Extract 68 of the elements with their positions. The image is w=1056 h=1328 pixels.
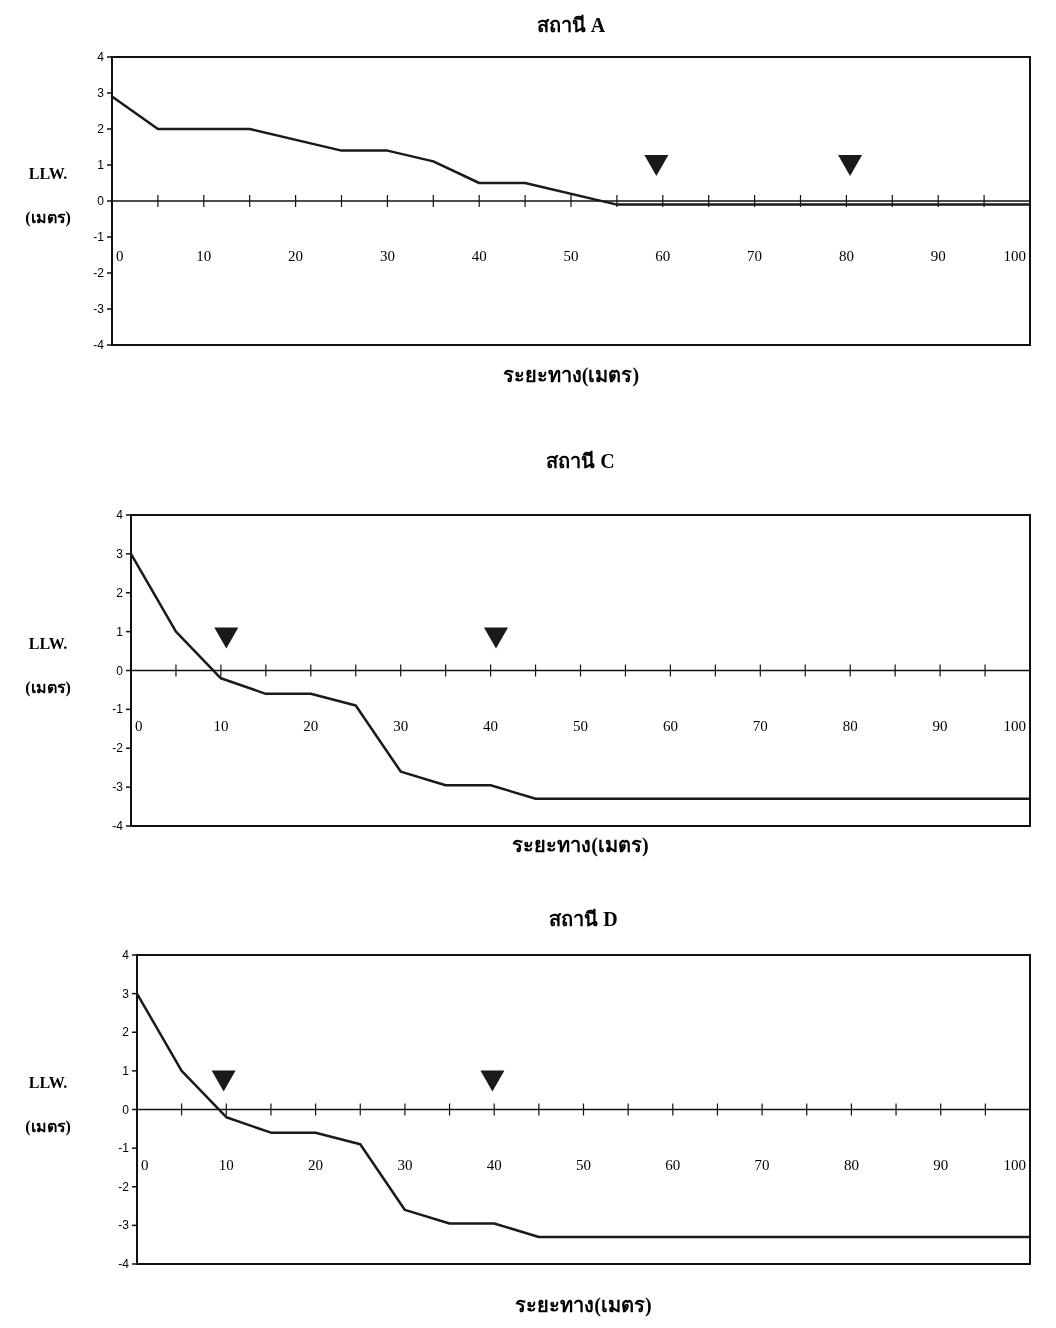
x-tick-label: 40 xyxy=(486,1156,502,1173)
x-tick-label: 40 xyxy=(471,248,487,264)
y-tick-label: -1 xyxy=(112,702,124,717)
y-tick-label: 0 xyxy=(97,194,105,208)
x-tick-label: 90 xyxy=(930,248,946,264)
x-axis-title: ระยะทาง(เมตร) xyxy=(502,364,640,387)
y-tick-label: 1 xyxy=(122,1063,130,1078)
x-tick-label: 70 xyxy=(752,717,768,734)
x-tick-label: 30 xyxy=(379,248,395,264)
x-tick-label: 80 xyxy=(838,248,854,264)
y-tick-label: 2 xyxy=(97,122,105,136)
x-tick-label: 90 xyxy=(932,717,948,734)
x-tick-label: 10 xyxy=(213,717,229,734)
y-tick-label: 4 xyxy=(116,508,124,522)
x-tick-label: 10 xyxy=(218,1156,234,1173)
y-tick-label: -2 xyxy=(118,1179,130,1194)
y-tick-label: -2 xyxy=(112,741,124,756)
x-tick-label: 20 xyxy=(308,1156,324,1173)
x-tick-label: 60 xyxy=(665,1156,681,1173)
y-tick-label: 2 xyxy=(116,585,124,600)
x-tick-label: 30 xyxy=(397,1156,413,1173)
x-tick-label: 10 xyxy=(196,248,212,264)
y-tick-label: 4 xyxy=(122,948,130,962)
x-tick-label: 60 xyxy=(662,717,678,734)
y-tick-label: -3 xyxy=(118,1218,130,1233)
x-tick-label: 80 xyxy=(843,1156,859,1173)
y-tick-label: -3 xyxy=(112,780,124,795)
y-tick-label: 3 xyxy=(116,546,124,561)
y-tick-label: 1 xyxy=(116,624,124,639)
x-axis-title: ระยะทาง(เมตร) xyxy=(515,1294,652,1317)
y-tick-label: 1 xyxy=(97,158,105,172)
y-tick-label: 3 xyxy=(122,986,130,1001)
x-tick-label: 0 xyxy=(141,1156,149,1173)
x-tick-label: 60 xyxy=(655,248,671,264)
chart-title: สถานี D xyxy=(549,908,618,930)
x-tick-label: 30 xyxy=(393,717,409,734)
y-tick-label: 0 xyxy=(122,1102,130,1117)
y-tick-label: -1 xyxy=(93,230,105,244)
x-axis-title: ระยะทาง(เมตร) xyxy=(512,834,649,857)
x-tick-label: 50 xyxy=(573,717,588,734)
x-tick-label: 100 xyxy=(1003,1156,1026,1173)
y-tick-label: -2 xyxy=(93,266,105,280)
y-tick-label: -4 xyxy=(112,819,124,833)
x-tick-label: 90 xyxy=(933,1156,949,1173)
y-tick-label: 2 xyxy=(122,1025,130,1040)
y-tick-label: -4 xyxy=(118,1257,130,1271)
y-tick-label: 3 xyxy=(97,86,105,100)
y-tick-label: 4 xyxy=(97,50,105,64)
x-tick-label: 20 xyxy=(303,717,319,734)
x-tick-label: 40 xyxy=(483,717,499,734)
x-tick-label: 20 xyxy=(288,248,304,264)
x-tick-label: 80 xyxy=(842,717,858,734)
text: LLW. (เมตร) xyxy=(25,165,71,226)
text: LLW. (เมตร) xyxy=(25,1073,71,1135)
x-tick-label: 50 xyxy=(576,1156,591,1173)
chart-title: สถานี C xyxy=(546,450,615,472)
x-tick-label: 100 xyxy=(1003,717,1026,734)
x-tick-label: 70 xyxy=(747,248,763,264)
x-tick-label: 70 xyxy=(754,1156,770,1173)
text: LLW. (เมตร) xyxy=(25,634,71,696)
y-tick-label: -4 xyxy=(93,338,105,352)
x-tick-label: 100 xyxy=(1003,248,1026,264)
x-tick-label: 50 xyxy=(563,248,579,264)
y-tick-label: 0 xyxy=(116,663,124,678)
x-tick-label: 0 xyxy=(135,717,143,734)
y-tick-label: -1 xyxy=(118,1141,130,1156)
y-tick-label: -3 xyxy=(93,302,105,316)
chart-title: สถานี A xyxy=(536,14,606,36)
